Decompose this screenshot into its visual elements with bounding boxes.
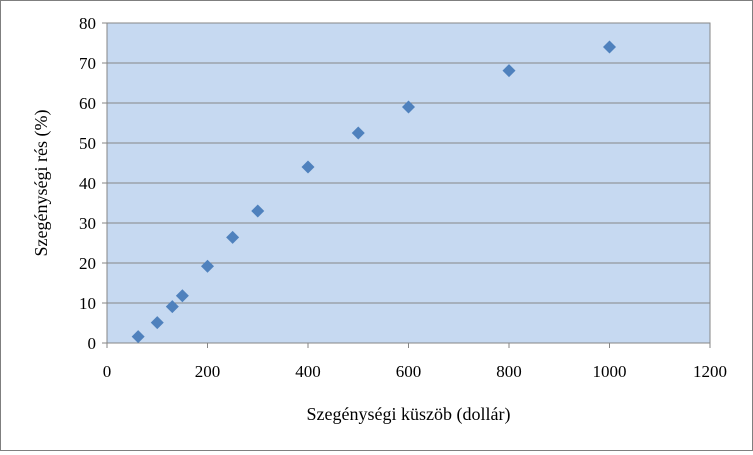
data-point: [502, 64, 516, 78]
data-point: [226, 230, 240, 244]
data-point: [402, 100, 415, 114]
x-tick-label: 400: [295, 362, 321, 381]
data-point: [603, 40, 616, 54]
data-point: [131, 330, 145, 344]
y-tick-label: 80: [79, 14, 96, 33]
x-tick-label: 600: [396, 362, 422, 381]
y-tick-label: 40: [79, 174, 96, 193]
y-tick-label: 30: [79, 214, 96, 233]
axes: [102, 22, 711, 348]
data-point: [201, 259, 214, 273]
y-tick-label: 50: [79, 134, 96, 153]
data-point: [150, 316, 164, 330]
data-point: [301, 160, 315, 174]
data-points: [131, 40, 616, 344]
y-tick-label: 20: [79, 254, 96, 273]
x-tick-label: 0: [103, 362, 112, 381]
x-tick-label: 1200: [693, 362, 727, 381]
data-point: [251, 204, 265, 218]
y-tick-label: 0: [88, 334, 97, 353]
y-tick-labels: 0 10 20 30 40 50 60 70 80: [79, 14, 96, 353]
x-tick-label: 200: [195, 362, 221, 381]
x-tick-label: 800: [496, 362, 522, 381]
y-tick-label: 10: [79, 294, 96, 313]
data-point: [165, 300, 179, 314]
y-tick-label: 70: [79, 54, 96, 73]
x-tick-labels: 0 200 400 600 800 1000 1200: [103, 362, 727, 381]
y-tick-label: 60: [79, 94, 96, 113]
x-axis-title: Szegénységi küszöb (dollár): [307, 404, 511, 425]
data-point: [351, 126, 365, 140]
data-point: [175, 289, 189, 303]
y-axis-title: Szegénységi rés (%): [31, 110, 52, 257]
x-tick-label: 1000: [593, 362, 627, 381]
